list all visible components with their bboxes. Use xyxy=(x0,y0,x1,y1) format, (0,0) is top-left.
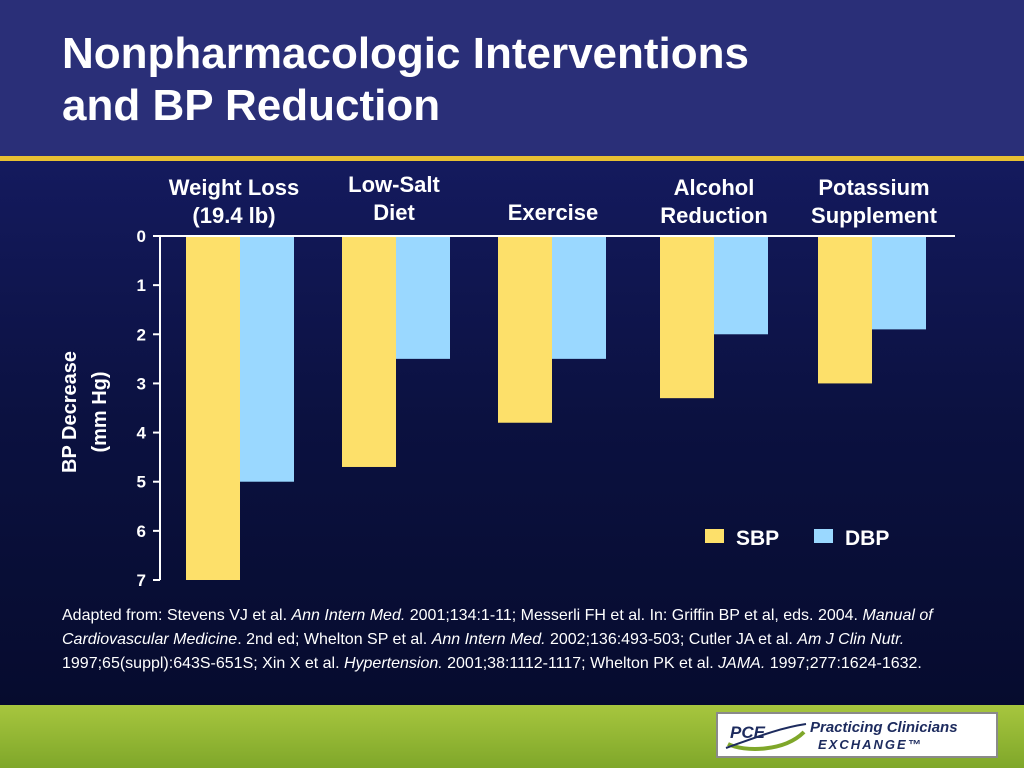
dbp-bar xyxy=(714,236,768,335)
category-label: Exercise xyxy=(508,200,599,225)
y-tick-label: 3 xyxy=(137,374,146,393)
category-label: Diet xyxy=(373,200,415,225)
y-tick-label: 7 xyxy=(137,571,146,590)
citation-segment: 2001;134:1-11; Messerli FH et al. In: Gr… xyxy=(405,607,863,624)
category-label: (19.4 lb) xyxy=(192,203,275,228)
citation-journal: Ann Intern Med. xyxy=(291,607,406,624)
category-label: Potassium xyxy=(818,175,929,200)
dbp-bar xyxy=(396,236,450,359)
citation-segment: Adapted from: Stevens VJ et al. xyxy=(62,607,292,624)
logo-line1: Practicing Clinicians xyxy=(810,719,958,736)
sbp-bar xyxy=(818,236,872,384)
dbp-bar xyxy=(552,236,606,359)
dbp-bar xyxy=(872,236,926,330)
y-tick-label: 4 xyxy=(137,424,147,443)
slide-title: Nonpharmacologic Interventions and BP Re… xyxy=(62,28,749,132)
y-tick-label: 6 xyxy=(137,522,146,541)
slide-title-line2: and BP Reduction xyxy=(62,81,441,130)
slide-title-line1: Nonpharmacologic Interventions xyxy=(62,29,749,78)
logo-mark-text: PCE xyxy=(730,723,766,742)
pce-logo: PCE Practicing Clinicians EXCHANGE™ xyxy=(716,712,998,758)
citation-journal: Hypertension. xyxy=(343,655,443,672)
citation-segment: 1997;277:1624-1632. xyxy=(765,655,922,672)
citation-segment: . 2nd ed; Whelton SP et al. xyxy=(237,631,432,648)
citation-text: Adapted from: Stevens VJ et al. Ann Inte… xyxy=(62,604,962,676)
category-label: Reduction xyxy=(660,203,768,228)
bp-reduction-bar-chart: 0 1 2 3 4 5 6 7 BP Decrease (mm Hg) Weight Loss (19… xyxy=(59,172,938,590)
title-bar xyxy=(0,0,1024,158)
dbp-legend-swatch xyxy=(814,529,833,543)
sbp-legend-swatch xyxy=(705,529,724,543)
dbp-bar xyxy=(240,236,294,482)
citation-journal: JAMA. xyxy=(718,655,766,672)
citation-segment: 2001;38:1112-1117; Whelton PK et al. xyxy=(442,655,719,672)
pce-logo-mark-icon: PCE xyxy=(725,723,807,751)
y-axis-label-line2: (mm Hg) xyxy=(89,371,111,452)
header-accent-rule xyxy=(0,156,1024,161)
citation-segment: 1997;65(suppl):643S-651S; Xin X et al. xyxy=(62,655,344,672)
y-axis-label-line1: BP Decrease xyxy=(59,351,81,473)
category-label: Low-Salt xyxy=(348,172,440,197)
citation-segment: 2002;136:493-503; Cutler JA et al. xyxy=(545,631,798,648)
sbp-bar xyxy=(186,236,240,580)
category-label: Supplement xyxy=(811,203,938,228)
sbp-legend-label: SBP xyxy=(736,527,779,550)
citation-journal: Manual of Cardiovascular Medicine xyxy=(62,607,933,648)
sbp-bar xyxy=(342,236,396,467)
logo-line2: EXCHANGE™ xyxy=(818,737,923,752)
y-tick-label: 0 xyxy=(137,227,146,246)
citation-journal: Am J Clin Nutr. xyxy=(797,631,905,648)
y-tick-label: 2 xyxy=(137,325,146,344)
category-label: Weight Loss xyxy=(169,175,299,200)
citation-journal: Ann Intern Med. xyxy=(431,631,546,648)
category-label: Alcohol xyxy=(674,175,755,200)
y-tick-label: 5 xyxy=(137,473,146,492)
dbp-legend-label: DBP xyxy=(845,527,889,550)
sbp-bar xyxy=(660,236,714,399)
sbp-bar xyxy=(498,236,552,423)
y-tick-label: 1 xyxy=(137,276,146,295)
